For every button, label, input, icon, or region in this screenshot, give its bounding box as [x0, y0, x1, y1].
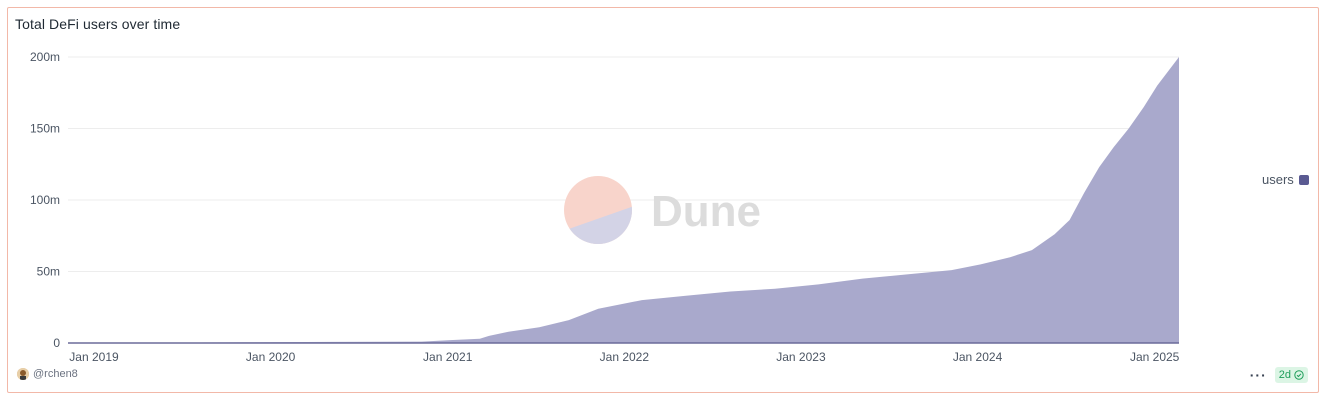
chart-title: Total DeFi users over time — [15, 16, 181, 32]
x-tick-label: Jan 2024 — [953, 350, 1003, 364]
dune-logo-icon — [564, 176, 632, 244]
y-tick-label: 100m — [30, 193, 60, 207]
series-area — [68, 57, 1179, 343]
y-tick-label: 150m — [30, 122, 60, 136]
legend-swatch — [1298, 174, 1309, 185]
watermark-text: Dune — [651, 187, 761, 236]
avatar — [17, 368, 29, 380]
legend-label: users — [1262, 172, 1294, 187]
x-tick-label: Jan 2022 — [600, 350, 650, 364]
user-avatar-icon — [17, 368, 29, 380]
author-handle: @rchen8 — [33, 368, 78, 380]
x-tick-label: Jan 2023 — [776, 350, 826, 364]
dune-watermark: Dune — [564, 176, 761, 244]
grid-lines — [68, 56, 1179, 272]
footer-actions: ··· 2d — [1250, 367, 1308, 383]
freshness-label: 2d — [1278, 369, 1291, 381]
axes: 0 50m 100m 150m 200m Jan 2019 Jan 2020 Jan 2021… — [30, 50, 1180, 364]
x-tick-label: Jan 2025 — [1130, 350, 1180, 364]
y-tick-label: 200m — [30, 50, 60, 64]
author-credit[interactable]: @rchen8 — [17, 368, 78, 380]
x-tick-label: Jan 2020 — [246, 350, 296, 364]
more-options-button[interactable]: ··· — [1249, 367, 1267, 383]
x-tick-label: Jan 2019 — [69, 350, 119, 364]
y-tick-label: 50m — [37, 265, 60, 279]
freshness-badge[interactable]: 2d — [1274, 367, 1308, 383]
check-circle-icon — [1294, 370, 1304, 380]
series-area-users — [68, 57, 1179, 343]
y-tick-label: 0 — [53, 336, 60, 350]
legend[interactable]: users — [1262, 172, 1309, 187]
x-tick-label: Jan 2021 — [423, 350, 473, 364]
